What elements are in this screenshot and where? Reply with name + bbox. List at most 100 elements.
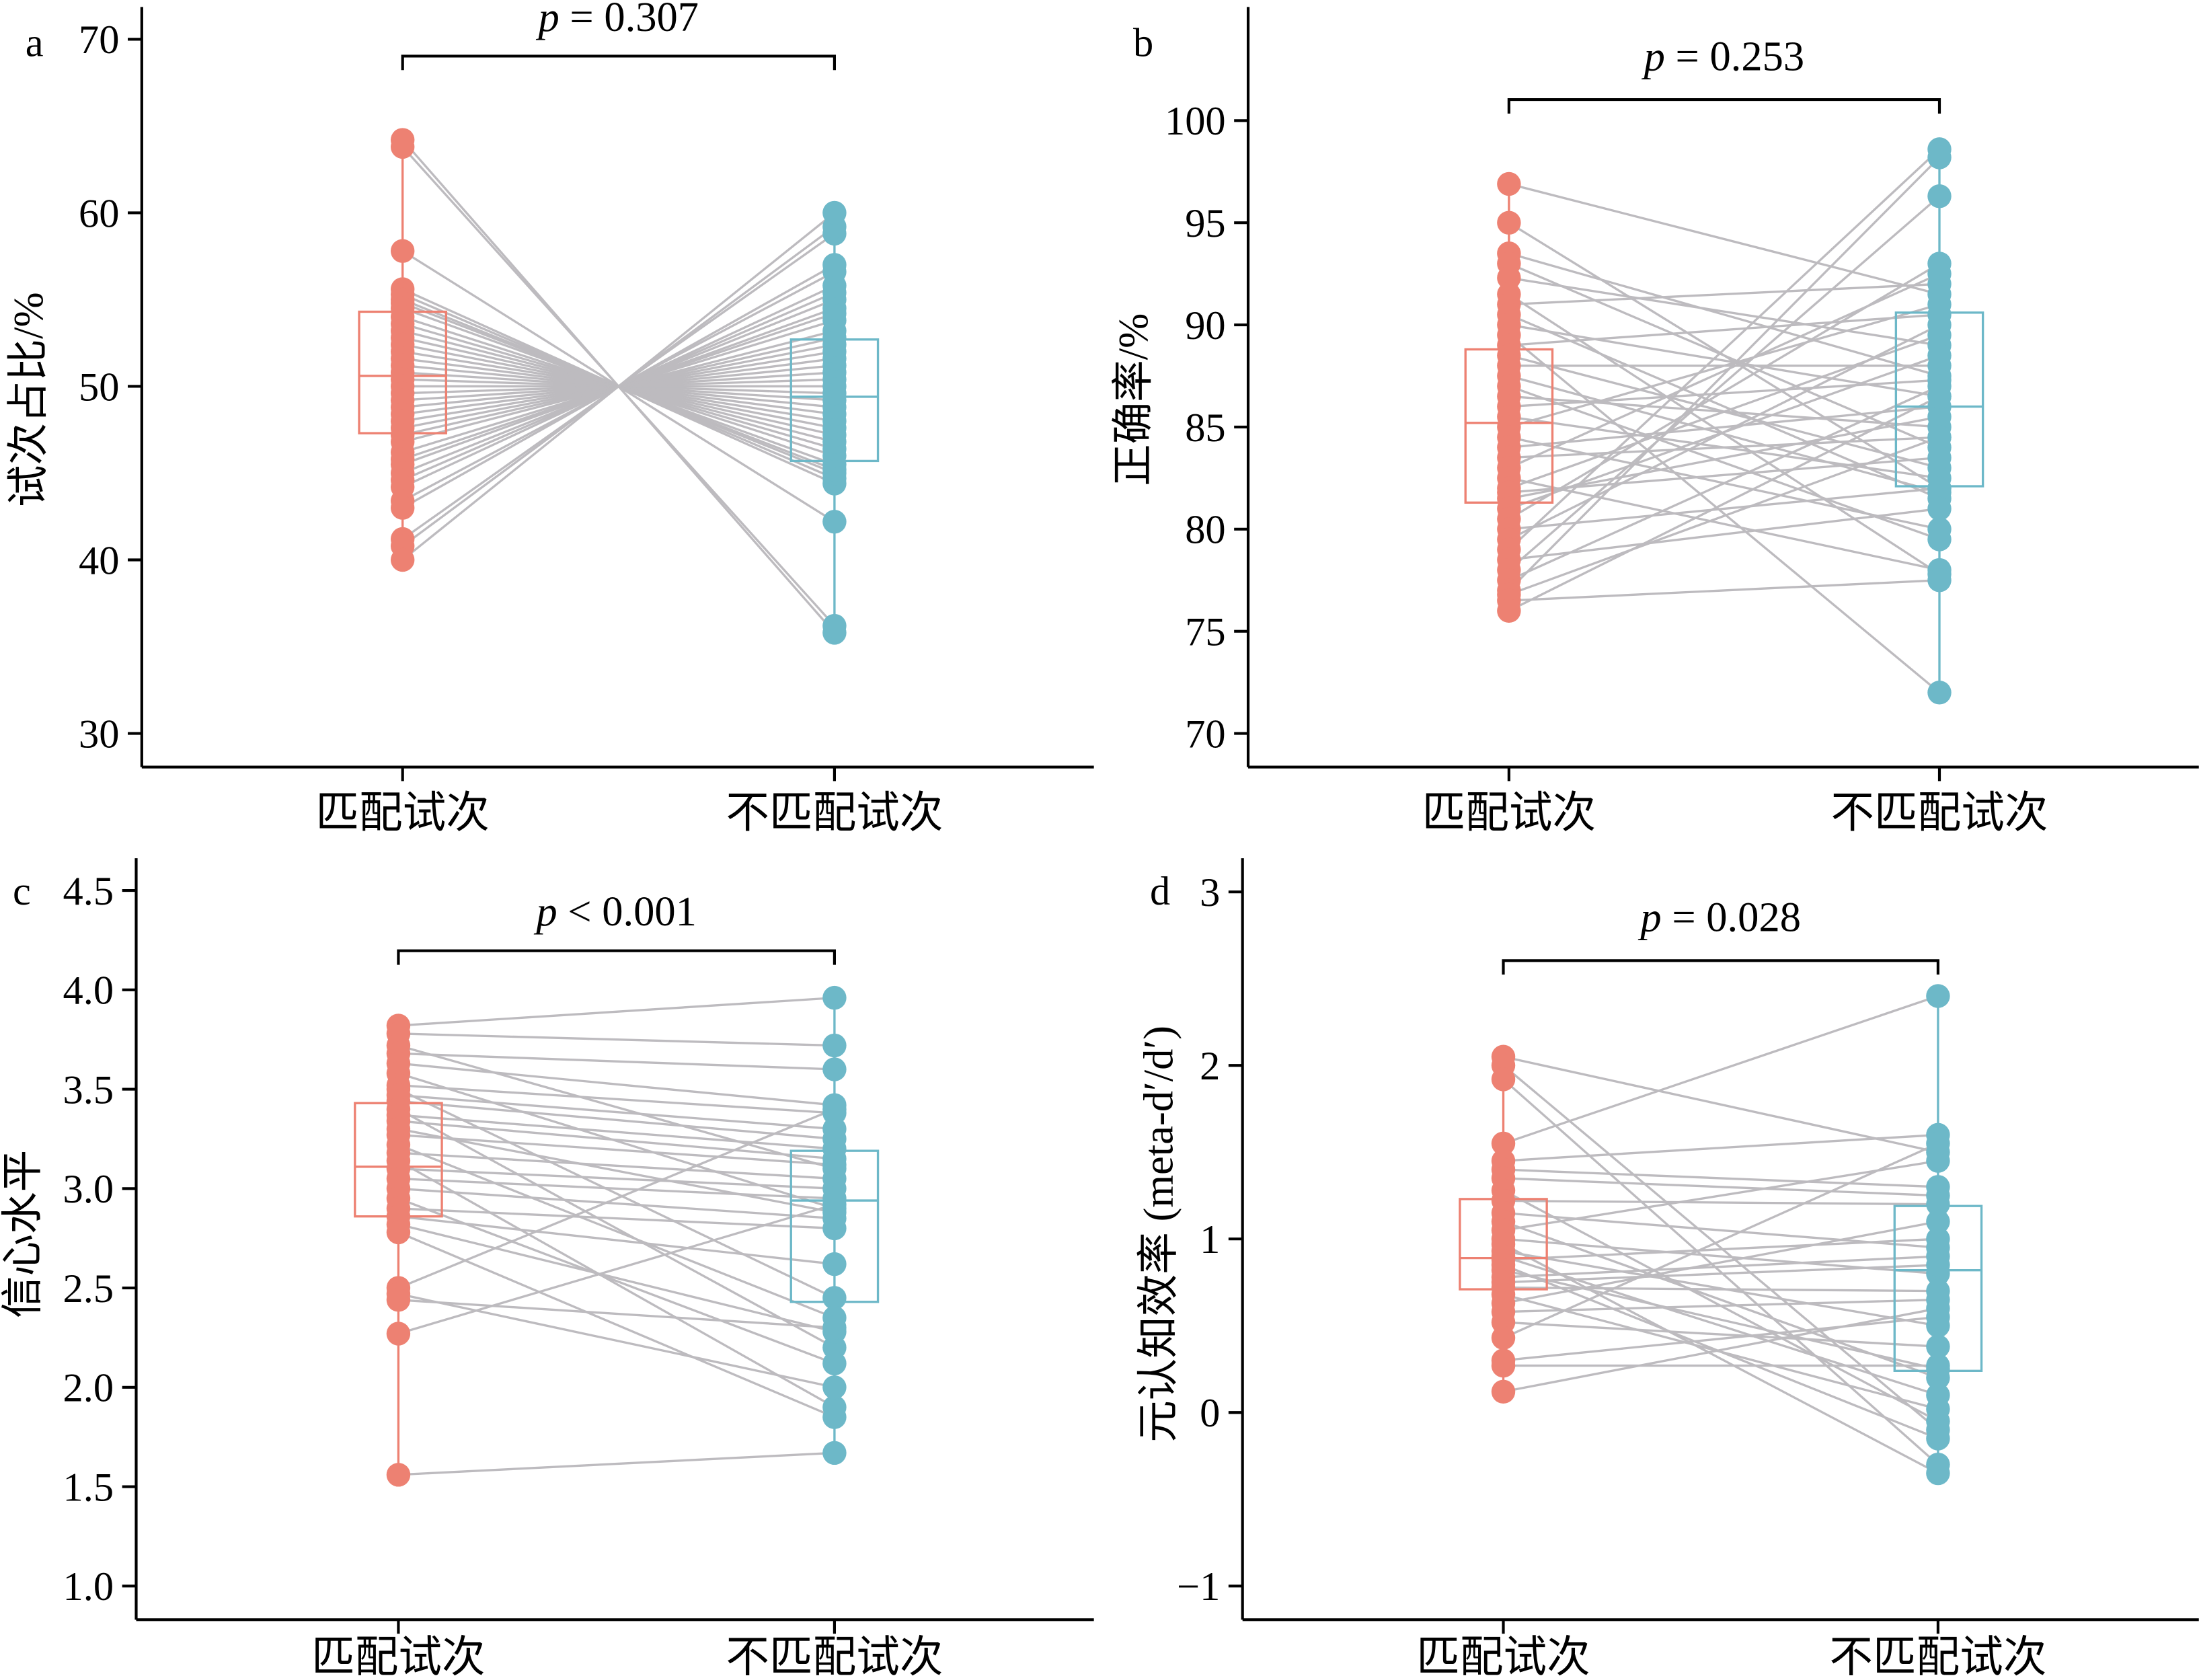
y-tick-label: 1: [1200, 1217, 1220, 1262]
x-tick-label: 不匹配试次: [1830, 788, 2048, 837]
pair-line: [1503, 1237, 1938, 1261]
data-point-matched: [1491, 1379, 1516, 1404]
data-point-mismatched: [1926, 1209, 1950, 1234]
pair-line: [1508, 436, 1940, 459]
significance-bracket: [1502, 959, 1939, 975]
y-tick-label: 60: [79, 191, 119, 236]
x-tick-label: 匹配试次: [311, 1632, 486, 1680]
data-point-mismatched: [1926, 1296, 1950, 1321]
p-value-label: p = 0.028: [1637, 894, 1801, 941]
pair-line: [398, 1052, 835, 1071]
pair-line: [1502, 995, 1939, 1145]
pair-line: [398, 1151, 835, 1180]
significance-bracket: [401, 54, 836, 71]
p-value: = 0.028: [1662, 894, 1801, 941]
pair-line: [398, 1100, 835, 1141]
p-symbol: p: [533, 888, 557, 935]
panel-b-accuracy: 70 75 80 85 90 95 100 匹配试次 不匹配试次 p = 0.253 b 正确率/%: [1110, 7, 2199, 837]
data-point-mismatched: [822, 510, 847, 534]
panel-d-metacognitive-efficiency: −1 0 1 2 3 匹配试次 不匹配试次 p = 0.028 d 元认知效率 (meta-d′/…: [1134, 858, 2199, 1680]
data-point-matched: [1491, 1353, 1516, 1378]
pair-line: [397, 1159, 835, 1408]
pair-line: [398, 1094, 835, 1131]
pair-line: [1508, 477, 1940, 572]
data-point-mismatched: [822, 1441, 847, 1465]
data-point-matched: [1497, 266, 1521, 290]
pair-line: [1508, 395, 1940, 612]
data-point-mismatched: [1926, 1334, 1950, 1359]
pair-line: [398, 1207, 835, 1230]
pair-line: [1508, 303, 1940, 428]
p-value-label: p < 0.001: [533, 888, 697, 935]
data-point-mismatched: [822, 1315, 847, 1340]
data-point-mismatched: [822, 1252, 847, 1276]
data-point-mismatched: [1926, 1397, 1950, 1421]
data-point-matched: [386, 1288, 411, 1312]
data-point-mismatched: [1927, 568, 1952, 593]
pair-line: [1508, 252, 1940, 377]
data-point-matched: [1491, 1067, 1516, 1092]
data-point-mismatched: [1926, 1426, 1950, 1451]
data-point-mismatched: [822, 1286, 847, 1310]
panel-label: b: [1133, 20, 1153, 65]
p-symbol: p: [1642, 32, 1665, 79]
y-tick-label: 2: [1200, 1044, 1220, 1089]
y-tick-label: 70: [79, 17, 119, 63]
data-point-mismatched: [822, 1351, 847, 1376]
y-tick-label: 50: [79, 365, 119, 410]
pair-line: [397, 1203, 835, 1335]
p-symbol: p: [1637, 894, 1661, 941]
pair-line: [1508, 195, 1941, 571]
data-point-matched: [1491, 1131, 1516, 1156]
p-value: < 0.001: [557, 888, 697, 935]
pair-line: [397, 1108, 835, 1289]
data-point-matched: [390, 496, 415, 520]
y-tick-label: 3.0: [63, 1167, 114, 1212]
data-point-mismatched: [822, 985, 847, 1010]
data-point-matched: [390, 239, 415, 263]
pair-line: [1503, 1199, 1938, 1206]
y-tick-label: 0: [1200, 1391, 1220, 1436]
y-tick-label: 2.5: [63, 1266, 114, 1311]
data-point-matched: [1491, 1326, 1516, 1350]
data-point-matched: [390, 547, 415, 572]
data-point-mismatched: [822, 1192, 847, 1217]
pair-line: [1503, 1315, 1939, 1362]
y-tick-label: 90: [1185, 303, 1225, 348]
p-value-label: p = 0.307: [536, 0, 699, 40]
y-axis-label: 信心水平: [0, 1150, 46, 1318]
pair-line: [1508, 375, 1940, 494]
pair-line: [398, 1299, 835, 1329]
data-point-mismatched: [822, 1097, 847, 1121]
y-tick-label: 4.5: [63, 869, 114, 914]
pair-line: [397, 1088, 835, 1299]
pair-line: [397, 1231, 835, 1418]
y-tick-label: 40: [79, 538, 119, 583]
data-point-matched: [386, 1463, 411, 1487]
pair-line: [1508, 416, 1940, 500]
data-point-matched: [386, 1220, 411, 1245]
data-point-mismatched: [1927, 425, 1952, 449]
pair-line: [1508, 276, 1940, 347]
y-tick-label: 95: [1185, 201, 1225, 246]
x-tick-label: 不匹配试次: [1829, 1632, 2046, 1680]
pair-line: [398, 1114, 835, 1150]
pair-line: [398, 1032, 835, 1047]
x-tick-label: 不匹配试次: [726, 1632, 943, 1680]
x-tick-label: 匹配试次: [315, 788, 490, 837]
data-point-mismatched: [1926, 1353, 1950, 1378]
pair-line: [1508, 487, 1940, 531]
pair-line: [398, 1177, 835, 1200]
data-point-matched: [1497, 211, 1521, 235]
data-point-mismatched: [822, 253, 847, 277]
pair-line: [1503, 1264, 1938, 1284]
pair-line: [397, 1108, 835, 1349]
data-point-mismatched: [1927, 292, 1952, 317]
data-point-mismatched: [1926, 1149, 1950, 1173]
panel-label: a: [26, 20, 44, 65]
pair-line: [1508, 579, 1940, 602]
pair-line: [401, 212, 835, 561]
pair-line: [1502, 1078, 1939, 1465]
data-point-matched: [390, 135, 415, 159]
